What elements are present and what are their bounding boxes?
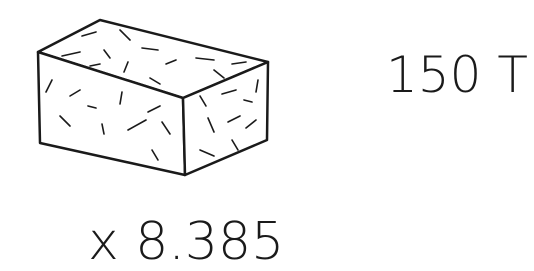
page: 150 T x 8.385 (() => { const data = JSON… [0, 0, 534, 271]
illustration: 150 T x 8.385 [0, 0, 534, 271]
weight-label: 150 T [386, 46, 528, 104]
count-label: x 8.385 [88, 212, 284, 271]
bale-icon [38, 20, 268, 175]
